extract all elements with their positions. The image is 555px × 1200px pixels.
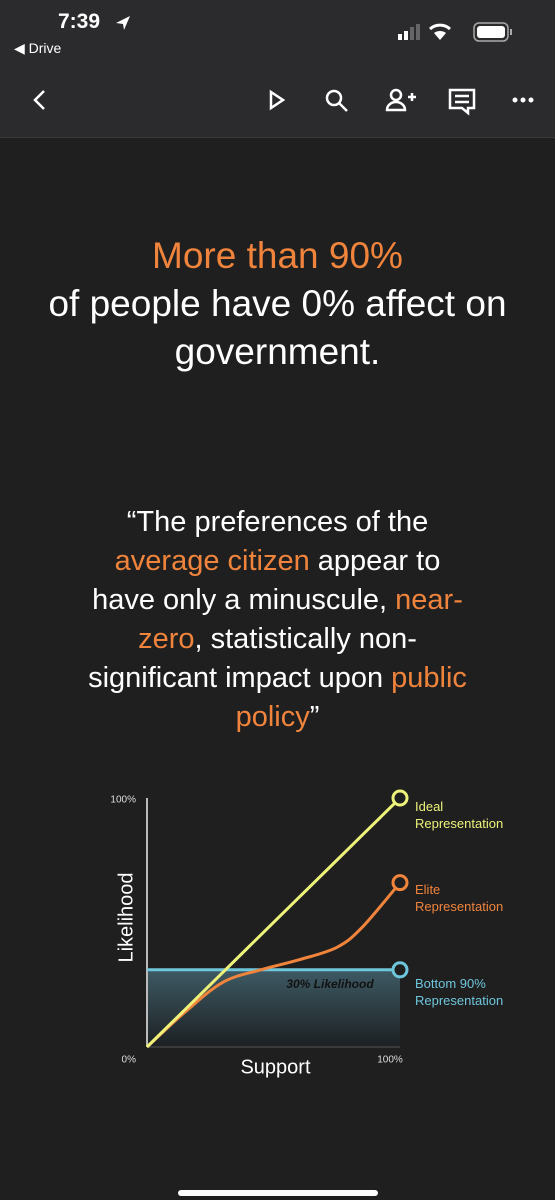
x-tick-label: 100% [377, 1055, 403, 1066]
location-icon [116, 16, 130, 30]
more-button[interactable] [512, 97, 534, 103]
series-line [145, 796, 402, 1049]
end-marker [391, 961, 409, 979]
annotation: 30% Likelihood [286, 977, 374, 991]
quote-text: appear to have only a minuscule, [92, 545, 441, 616]
back-to-app[interactable]: ◀ Drive [14, 40, 62, 56]
series-line [145, 881, 402, 1049]
search-button[interactable] [325, 89, 348, 112]
back-button[interactable] [33, 90, 45, 110]
y-tick-label: 100% [110, 795, 136, 806]
toolbar [33, 88, 534, 116]
quote-text: , statistically non-significant impact u… [88, 623, 417, 694]
quote-text: ” [309, 701, 320, 733]
quote-text: “The preferences of the [126, 506, 429, 538]
headline-highlight: More than 90% [152, 235, 403, 276]
x-axis-title: Support [240, 1056, 310, 1078]
top-bar [0, 0, 555, 138]
legend-label: Ideal Representation [415, 799, 504, 831]
legend-label: Elite Representation [415, 882, 504, 914]
headline-text: of people have 0% affect on government. [48, 283, 507, 372]
share-button[interactable] [385, 88, 416, 112]
present-button[interactable] [269, 89, 286, 111]
app-name[interactable]: Drive [28, 40, 62, 56]
end-marker [391, 874, 409, 892]
quote-highlight: average citizen [114, 545, 310, 577]
end-marker [391, 789, 409, 807]
y-axis-title: Likelihood [115, 872, 137, 962]
quote-highlight: near-zero [138, 584, 463, 655]
y-tick-label: 0% [122, 1055, 137, 1066]
chart: 0% 100% 100% Support Likelihood 30% Likelihoo… [110, 789, 409, 1078]
status-icons [398, 22, 512, 42]
quote: “The preferences of the average citizen … [85, 503, 470, 737]
headline: More than 90% of people have 0% affect on… [0, 232, 555, 376]
quote-highlight: public policy [235, 662, 467, 733]
home-indicator [178, 1190, 378, 1196]
comment-button[interactable] [448, 88, 476, 116]
legend-label: Bottom 90% Representation [415, 976, 504, 1008]
clock: 7:39 [58, 10, 101, 33]
